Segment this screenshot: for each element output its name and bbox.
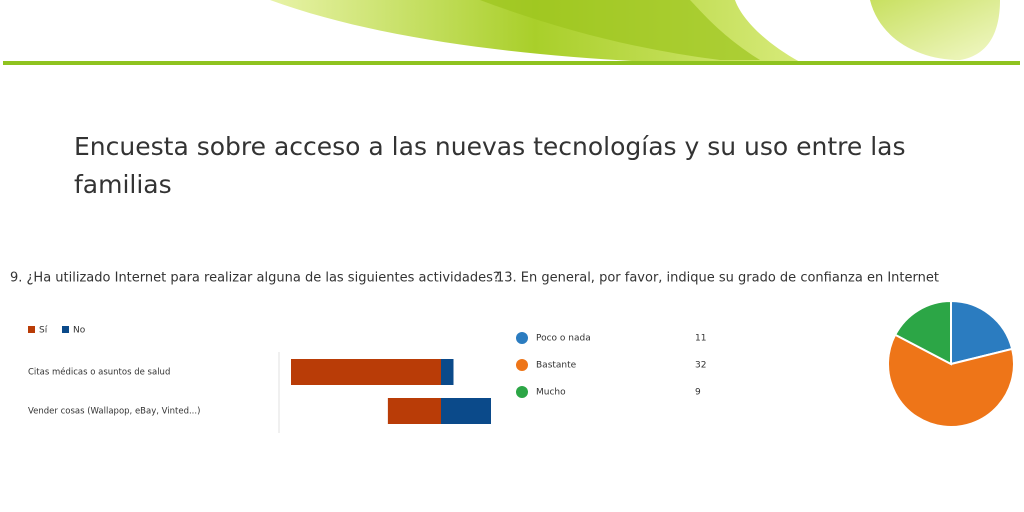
banner-line bbox=[3, 61, 1020, 65]
legend-dot bbox=[516, 386, 528, 398]
banner bbox=[3, 0, 1020, 65]
legend-label: No bbox=[73, 326, 86, 336]
legend-label: Poco o nada bbox=[536, 334, 591, 344]
bar bbox=[441, 359, 454, 385]
legend-value: 32 bbox=[695, 361, 706, 371]
pie-slice bbox=[950, 299, 1014, 366]
leaf bbox=[480, 0, 760, 60]
legend-dot bbox=[516, 332, 528, 344]
category-label: Vender cosas (Wallapop, eBay, Vinted...) bbox=[28, 407, 200, 417]
bar bbox=[387, 398, 441, 424]
survey-title: Encuesta sobre acceso a las nuevas tecno… bbox=[74, 132, 906, 199]
legend-value: 11 bbox=[695, 334, 706, 344]
legend-dot bbox=[516, 359, 528, 371]
question-title: 13. En general, por favor, indique su gr… bbox=[496, 271, 939, 286]
legend-value: 9 bbox=[695, 388, 701, 398]
question-title: 9. ¿Ha utilizado Internet para realizar … bbox=[10, 271, 500, 286]
legend-label: Bastante bbox=[536, 361, 577, 371]
legend-swatch bbox=[62, 326, 69, 333]
legend-label: Sí bbox=[39, 326, 48, 336]
bar bbox=[291, 359, 441, 385]
bar bbox=[441, 398, 491, 424]
category-label: Citas médicas o asuntos de salud bbox=[28, 367, 170, 378]
legend-swatch bbox=[28, 326, 35, 333]
leaf bbox=[870, 0, 1000, 60]
pie-slice bbox=[887, 333, 1015, 428]
pie-slice bbox=[893, 299, 952, 366]
legend-label: Mucho bbox=[536, 388, 566, 398]
